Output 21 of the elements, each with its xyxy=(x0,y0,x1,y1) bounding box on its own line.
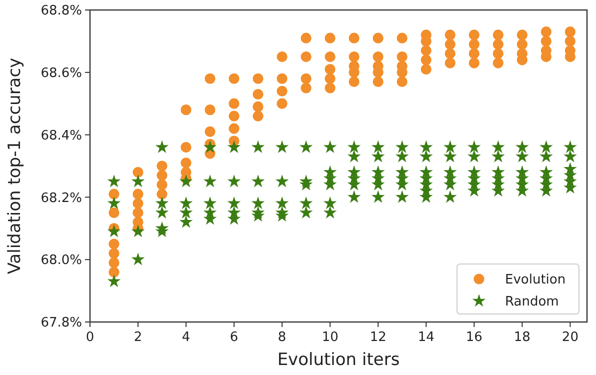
x-tick-label: 14 xyxy=(418,330,434,345)
legend-label: Evolution xyxy=(505,272,566,288)
x-tick-label: 18 xyxy=(514,330,530,345)
x-tick-label: 0 xyxy=(86,330,94,345)
y-tick-label: 68.8% xyxy=(40,4,82,19)
y-tick-label: 68.0% xyxy=(40,253,82,268)
x-tick-label: 10 xyxy=(322,330,338,345)
y-axis-title: Validation top-1 accuracy xyxy=(5,58,25,274)
x-tick-label: 16 xyxy=(466,330,482,345)
legend-label: Random xyxy=(505,294,559,310)
x-tick-label: 12 xyxy=(370,330,386,345)
x-tick-label: 6 xyxy=(230,330,238,345)
y-tick-label: 68.6% xyxy=(40,66,82,81)
x-axis-title: Evolution iters xyxy=(277,350,400,370)
x-tick-label: 4 xyxy=(182,330,190,345)
y-tick-label: 68.2% xyxy=(40,190,82,206)
y-tick-label: 68.4% xyxy=(40,128,82,144)
x-tick-label: 8 xyxy=(278,330,286,345)
y-tick-label: 67.8% xyxy=(40,316,82,331)
x-tick-label: 20 xyxy=(562,330,578,345)
x-tick-label: 2 xyxy=(134,330,142,345)
